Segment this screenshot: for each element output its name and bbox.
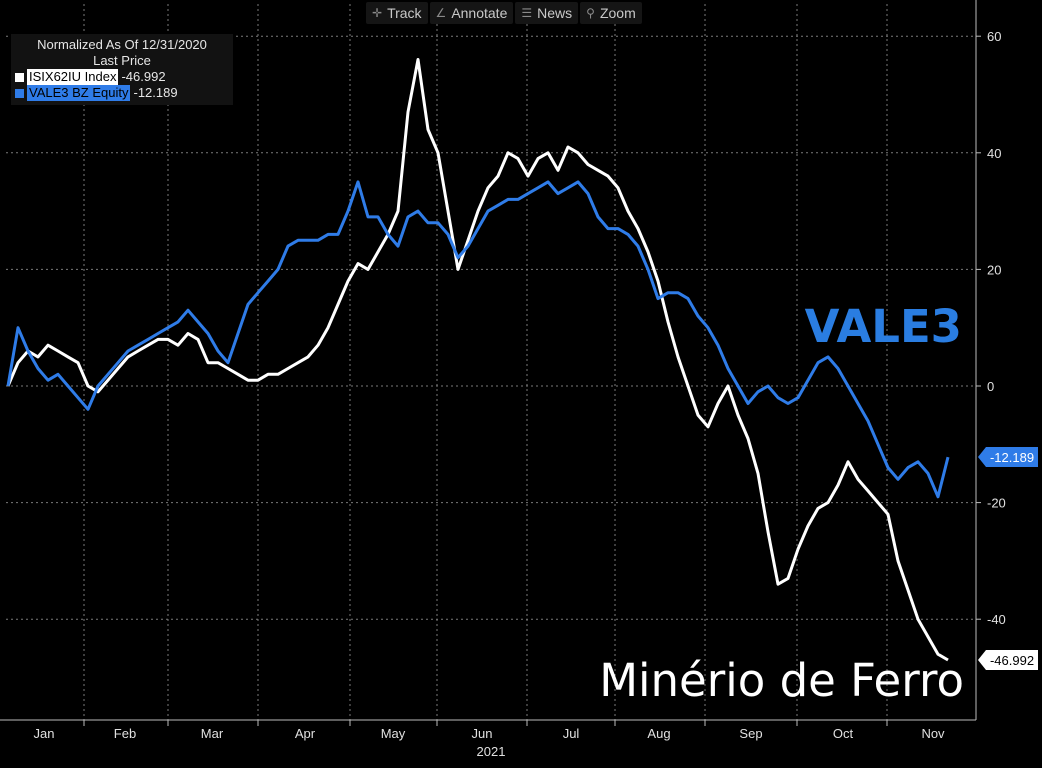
legend-normalized-label: Normalized As Of 12/31/2020: [37, 37, 207, 52]
legend-series-value: -46.992: [121, 69, 166, 84]
zoom-label: Zoom: [599, 5, 636, 21]
series-lines: [6, 58, 950, 662]
y-tick-label: 40: [987, 146, 1001, 161]
y-tick-label: 60: [987, 29, 1001, 44]
news-label: News: [537, 5, 573, 21]
chart-toolbar: ✛ Track ∠ Annotate ☰ News ⚲ Zoom: [366, 2, 642, 24]
legend-series-name: VALE3 BZ Equity: [27, 85, 131, 101]
track-button[interactable]: ✛ Track: [366, 2, 428, 24]
chart-grid: [6, 4, 976, 720]
x-tick-label: Sep: [739, 726, 762, 741]
last-value-tag-shape: [978, 649, 1038, 670]
track-label: Track: [387, 5, 422, 21]
x-tick-label: Jan: [34, 726, 55, 741]
series-line-vale3: [6, 180, 950, 499]
legend-entry-isix[interactable]: ISIX62IU Index -46.992: [15, 69, 227, 85]
x-tick-label: Apr: [295, 726, 316, 741]
x-tick-label: Mar: [201, 726, 224, 741]
legend-series-value: -12.189: [133, 85, 178, 100]
legend-swatch-blue: [15, 88, 24, 98]
zoom-button[interactable]: ⚲ Zoom: [580, 2, 642, 24]
news-button[interactable]: ☰ News: [515, 2, 579, 24]
legend-last-price-label: Last Price: [93, 53, 151, 68]
x-tick-label: Oct: [833, 726, 854, 741]
last-value-tag-shape: [978, 447, 1038, 468]
x-tick-label: May: [381, 726, 406, 741]
news-icon: ☰: [521, 6, 533, 20]
x-tick-label: Jul: [563, 726, 580, 741]
legend-series-name: ISIX62IU Index: [27, 69, 119, 85]
last-value-tags: -12.189 -46.992: [978, 447, 1038, 670]
legend-swatch-white: [15, 72, 24, 82]
minerio-annotation: Minério de Ferro: [599, 654, 964, 707]
y-tick-label: -40: [987, 612, 1006, 627]
vale3-annotation: VALE3: [804, 300, 962, 353]
x-axis: Jan Feb Mar Apr May Jun Jul Aug Sep Oct Nov 2021: [0, 719, 976, 759]
last-value-tag-label: -12.189: [990, 450, 1034, 465]
x-year-label: 2021: [477, 744, 506, 759]
y-axis: 60 40 20 0 -20 -40: [975, 0, 1006, 720]
magnifier-icon: ⚲: [586, 6, 595, 20]
x-tick-label: Aug: [647, 726, 670, 741]
x-tick-label: Jun: [472, 726, 493, 741]
series-line-isix62iu: [6, 58, 949, 662]
y-tick-label: 20: [987, 262, 1001, 277]
y-tick-label: 0: [987, 379, 994, 394]
annotate-button[interactable]: ∠ Annotate: [429, 2, 514, 24]
annotate-label: Annotate: [451, 5, 508, 21]
chart-legend: Normalized As Of 12/31/2020 Last Price I…: [11, 34, 233, 105]
pencil-icon: ∠: [435, 6, 447, 20]
last-value-tag-vale3: -12.189: [978, 447, 1038, 468]
last-value-tag-label: -46.992: [990, 653, 1034, 668]
crosshair-icon: ✛: [372, 6, 383, 20]
x-tick-label: Feb: [114, 726, 136, 741]
legend-entry-vale3[interactable]: VALE3 BZ Equity -12.189: [15, 85, 227, 101]
x-tick-label: Nov: [921, 726, 945, 741]
y-tick-label: -20: [987, 496, 1006, 511]
last-value-tag-isix: -46.992: [978, 649, 1038, 670]
